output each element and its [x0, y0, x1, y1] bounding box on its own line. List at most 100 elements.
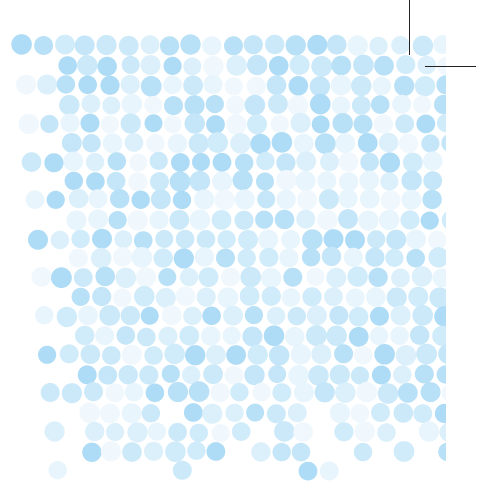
dot [436, 113, 446, 133]
dot [250, 133, 271, 154]
dot [393, 441, 415, 462]
dot [343, 247, 363, 267]
dot [150, 172, 169, 192]
dot [118, 35, 139, 56]
dot [297, 189, 318, 211]
dot [321, 246, 342, 267]
dot [289, 54, 310, 75]
dot [102, 346, 121, 365]
dot [281, 230, 301, 249]
dot [347, 266, 368, 287]
dot [348, 326, 369, 347]
dot [169, 209, 190, 230]
dot [116, 326, 136, 345]
dot [200, 326, 221, 346]
dot [139, 365, 159, 385]
dot [356, 381, 378, 403]
dot [92, 286, 112, 307]
dot [256, 151, 275, 171]
dot [287, 306, 306, 326]
dot [112, 247, 133, 267]
dot [239, 286, 260, 306]
dot [100, 115, 119, 134]
dot [90, 247, 112, 269]
dot [58, 56, 77, 75]
dot [211, 210, 232, 230]
dot [268, 365, 287, 384]
dot [212, 152, 232, 172]
dot [82, 442, 102, 462]
dot [334, 422, 354, 442]
dot [326, 325, 347, 347]
dot [371, 365, 391, 385]
dot [421, 134, 440, 153]
dot [140, 35, 160, 55]
dot [296, 151, 317, 172]
dot [318, 189, 339, 210]
dot [360, 152, 379, 172]
dot [106, 422, 125, 442]
dot [367, 230, 386, 249]
dot [237, 248, 256, 268]
dot [78, 305, 98, 326]
dot [400, 210, 420, 230]
dot [224, 365, 244, 385]
dot [74, 35, 95, 56]
dot [281, 288, 301, 307]
dot [34, 36, 54, 55]
dot [153, 248, 173, 268]
dot [258, 229, 279, 250]
dot [309, 76, 331, 97]
dot [441, 385, 446, 401]
dot [226, 345, 247, 365]
dot [140, 75, 162, 97]
dot [165, 441, 186, 463]
dot [353, 345, 373, 365]
dot [134, 286, 155, 307]
dot [37, 74, 58, 95]
dot [441, 211, 446, 229]
dot [230, 383, 249, 402]
dot [306, 325, 327, 346]
dot [392, 94, 412, 114]
dot [188, 381, 210, 402]
dot [345, 288, 365, 308]
dot [417, 55, 437, 75]
dot [302, 229, 323, 250]
dot [164, 343, 185, 365]
dot [129, 153, 148, 172]
dot [77, 55, 98, 76]
dot [370, 95, 390, 114]
dot [438, 442, 446, 461]
dot [347, 35, 368, 56]
dot [244, 306, 263, 325]
dot [183, 57, 202, 76]
dot [172, 190, 192, 210]
dot [135, 267, 157, 288]
dot [396, 55, 416, 75]
dot [206, 442, 226, 461]
dot [179, 267, 199, 287]
dot [175, 229, 195, 249]
dot [432, 325, 446, 346]
dot [59, 94, 80, 116]
dot [183, 75, 204, 96]
dot [63, 151, 84, 172]
dot [393, 365, 412, 384]
dot [160, 36, 180, 56]
dot [222, 326, 241, 345]
dot [144, 114, 163, 133]
dot [302, 287, 322, 307]
dot [121, 344, 142, 365]
dot [202, 36, 222, 56]
dot [59, 344, 79, 364]
dot [372, 76, 392, 96]
dot [207, 132, 229, 153]
dot [122, 442, 142, 462]
dot [115, 267, 137, 289]
dot [345, 230, 365, 251]
dot [137, 327, 156, 347]
dot [121, 55, 140, 74]
dot [146, 134, 165, 153]
dot [301, 248, 321, 267]
